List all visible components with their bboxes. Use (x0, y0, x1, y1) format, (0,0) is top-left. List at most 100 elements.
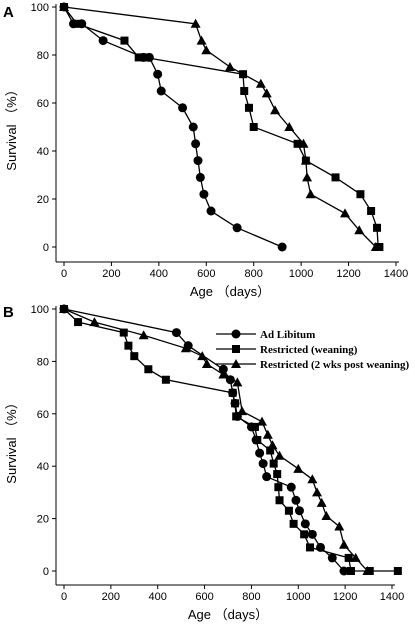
data-point (98, 36, 108, 46)
data-point (218, 364, 228, 374)
y-axis-label: Survival （%） (4, 83, 19, 170)
data-point (253, 436, 262, 444)
y-tick-label: 60 (37, 409, 49, 421)
data-point (180, 343, 191, 353)
x-tick-label: 200 (102, 591, 120, 603)
data-point (327, 553, 337, 563)
data-point (262, 429, 273, 439)
x-axis-label: Age （days） (188, 607, 268, 622)
series-line (63, 6, 377, 248)
data-point (153, 69, 163, 79)
data-point (350, 552, 361, 562)
series-line (63, 308, 368, 572)
data-point (356, 190, 365, 199)
data-point (305, 189, 316, 199)
data-point (393, 567, 402, 575)
data-point (267, 440, 278, 450)
data-point (59, 2, 69, 11)
data-point (340, 208, 351, 218)
data-point (300, 530, 309, 539)
data-point (195, 172, 205, 182)
x-tick-label: 800 (245, 268, 263, 280)
data-point (191, 139, 201, 149)
data-point (256, 416, 267, 426)
x-tick-label: 400 (149, 591, 167, 603)
data-point (124, 341, 133, 350)
x-tick-label: 600 (195, 591, 213, 603)
data-point (89, 317, 100, 327)
data-point (74, 318, 83, 327)
data-point (225, 62, 235, 71)
x-tick-label: 600 (197, 268, 215, 280)
data-point (119, 328, 128, 337)
legend: Ad Libitum Restricted (weaning) Restricted… (216, 329, 409, 371)
data-point (277, 242, 287, 252)
data-point (134, 53, 143, 62)
y-tick-label: 100 (31, 2, 49, 14)
data-point (171, 328, 181, 338)
y-tick-label: 40 (37, 461, 49, 473)
data-point (255, 78, 266, 88)
data-point (237, 406, 248, 416)
data-point (321, 510, 332, 520)
x-tick-label: 0 (61, 268, 67, 280)
data-point (289, 519, 298, 528)
data-point (291, 495, 301, 505)
data-point (244, 103, 253, 112)
data-point (188, 122, 198, 132)
axes: 0 200 400 600 800 1000 1200 1400 0 20 40 60 80 100 Age… (4, 2, 408, 299)
data-point (240, 87, 249, 95)
data-point (258, 459, 268, 469)
data-point (262, 472, 272, 482)
y-tick-label: 20 (37, 194, 49, 206)
data-point (284, 506, 293, 515)
data-point (199, 189, 209, 199)
chart-panel-a: A 0 200 400 600 800 1000 1200 1400 0 20 40 60 80 100 A… (3, 2, 408, 299)
chart-panel-b: B 0 200 400 600 800 1000 1200 1400 0 20 40 60 80 100 A… (3, 304, 409, 622)
y-tick-label: 0 (43, 242, 49, 254)
data-point (302, 172, 313, 182)
data-point (334, 521, 345, 531)
x-tick-label: 1400 (384, 268, 408, 280)
data-point (367, 207, 376, 215)
data-point (197, 351, 208, 361)
data-point (59, 304, 69, 313)
data-point (190, 18, 201, 28)
data-point (266, 446, 275, 455)
data-point (286, 482, 296, 492)
data-point (232, 377, 243, 387)
data-point (306, 543, 314, 552)
y-tick-label: 80 (37, 50, 49, 62)
x-tick-label: 1200 (333, 591, 357, 603)
data-point (232, 223, 242, 233)
legend-marker (232, 345, 240, 353)
data-point (232, 412, 241, 421)
y-tick-label: 20 (37, 514, 49, 526)
panel-letter-b: B (3, 304, 14, 321)
series-line (63, 6, 380, 248)
data-point (201, 45, 212, 55)
data-point (338, 539, 349, 549)
data-point (275, 496, 284, 505)
data-point (218, 369, 229, 379)
data-point (293, 463, 304, 473)
data-point (73, 19, 82, 28)
data-point (331, 173, 340, 182)
data-point (300, 155, 311, 165)
x-tick-label: 0 (61, 591, 67, 603)
x-tick-label: 1200 (336, 268, 360, 280)
panel-letter-a: A (3, 4, 14, 21)
data-point (294, 506, 304, 516)
data-point (228, 388, 237, 397)
data-point (144, 365, 153, 374)
x-tick-label: 1000 (289, 268, 313, 280)
x-tick-label: 200 (102, 268, 120, 280)
legend-entry: Restricted (weaning) (260, 344, 358, 356)
y-tick-label: 80 (37, 356, 49, 368)
data-point (307, 474, 318, 484)
data-point (206, 206, 216, 216)
data-point (255, 448, 265, 458)
data-point (161, 375, 170, 384)
data-point (354, 225, 365, 235)
